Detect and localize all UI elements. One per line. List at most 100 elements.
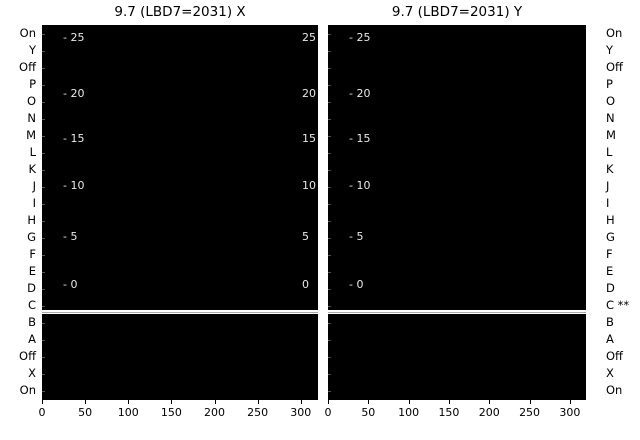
panel-divider-line-x (42, 312, 318, 313)
x-tick-mark-y-3 (448, 400, 450, 404)
row-label-left-17: B (28, 315, 36, 330)
row-label-left-0: On (19, 25, 36, 40)
x-tick-label-x-1: 50 (78, 406, 93, 419)
row-label-right-6: M (606, 127, 616, 142)
x-tick-mark-x-4 (214, 400, 216, 404)
x-tick-mark-x-6 (300, 400, 302, 404)
panel-title-y: 9.7 (LBD7=2031) Y (391, 4, 523, 20)
row-label-left-5: N (27, 110, 36, 125)
row-label-left-18: A (28, 332, 36, 347)
x-tick-label-x-4: 200 (204, 406, 225, 419)
row-tick (42, 34, 45, 35)
row-label-left-19: Off (19, 349, 36, 364)
row-tick (328, 187, 331, 188)
plot-area-x-sub[interactable] (42, 314, 318, 400)
row-tick (328, 102, 331, 103)
x-axis-right: 0 50 100 150 200 250 300 (325, 400, 586, 434)
row-tick (328, 391, 331, 392)
row-label-left-14: E (28, 264, 36, 279)
row-label-left-8: K (28, 161, 36, 176)
row-tick (42, 68, 45, 69)
inner-label-y-5: - 0 (349, 278, 364, 291)
row-tick (42, 204, 45, 205)
row-label-left-16: C (27, 298, 36, 313)
x-tick-mark-x-2 (128, 400, 130, 404)
row-label-right-14: E (606, 264, 614, 279)
x-tick-mark-x-0 (42, 400, 43, 404)
row-tick (328, 68, 331, 69)
inner-label-x-edge-5: 0 (302, 278, 309, 291)
plot-area-y-main[interactable] (328, 25, 586, 310)
row-label-left-6: M (26, 127, 36, 142)
row-label-right-19: Off (606, 349, 623, 364)
x-tick-label-y-6: 300 (559, 406, 581, 419)
row-tick (42, 340, 45, 341)
row-tick (42, 323, 45, 324)
row-label-left-20: X (28, 366, 36, 381)
row-label-right-5: N (606, 110, 615, 125)
row-label-right-4: O (606, 93, 616, 108)
inner-label-y-1: - 20 (349, 87, 371, 100)
x-tick-label-y-4: 200 (478, 406, 500, 419)
inner-label-y-3: - 10 (349, 179, 371, 192)
row-tick (42, 289, 45, 290)
row-tick (42, 255, 45, 256)
x-tick-label-y-5: 250 (519, 406, 541, 419)
row-label-left-7: L (29, 144, 36, 159)
row-label-left-1: Y (28, 42, 36, 57)
row-tick (42, 221, 45, 222)
row-tick (328, 357, 331, 358)
x-tick-label-y-1: 50 (361, 406, 376, 419)
row-tick (328, 85, 331, 86)
row-tick (328, 119, 331, 120)
row-label-left-15: D (27, 281, 36, 296)
x-tick-label-x-2: 100 (117, 406, 139, 419)
x-tick-label-y-3: 150 (438, 406, 460, 419)
x-tick-label-y-2: 100 (398, 406, 420, 419)
row-tick (328, 238, 331, 239)
x-tick-label-x-0: 0 (38, 406, 46, 419)
inner-label-x-edge-3: 10 (302, 179, 316, 192)
row-label-right-7: L (606, 144, 613, 159)
x-tick-label-x-5: 250 (247, 406, 269, 419)
row-tick (328, 51, 331, 52)
row-tick (42, 85, 45, 86)
row-tick (328, 34, 331, 35)
row-label-right-8: K (606, 161, 614, 176)
x-tick-mark-x-1 (85, 400, 87, 404)
inner-label-x-edge-4: 5 (302, 230, 309, 243)
row-tick (328, 340, 331, 341)
row-tick (328, 306, 331, 307)
inner-label-x-edge-2: 15 (302, 132, 316, 145)
plot-area-y-sub[interactable] (328, 314, 586, 400)
inner-label-x-1: - 20 (63, 87, 85, 100)
row-label-right-2: Off (606, 59, 623, 74)
row-label-right-10: I (606, 195, 610, 210)
row-tick (42, 357, 45, 358)
plot-area-x-main[interactable] (42, 25, 318, 310)
row-label-left-9: J (32, 178, 36, 193)
row-label-left-12: G (27, 230, 36, 245)
row-tick (328, 289, 331, 290)
row-tick (328, 170, 331, 171)
inner-label-x-3: - 10 (63, 179, 85, 192)
row-label-left-4: O (26, 93, 36, 108)
row-label-right-15: D (606, 281, 615, 296)
row-label-right-9: J (606, 178, 610, 193)
x-tick-label-x-3: 150 (160, 406, 182, 419)
inner-label-x-edge-0: 25 (302, 31, 316, 44)
x-tick-mark-x-5 (257, 400, 259, 404)
inner-label-x-5: - 0 (63, 278, 78, 291)
row-label-left-13: F (29, 247, 36, 262)
inner-label-x-edge-1: 20 (302, 87, 316, 100)
row-tick (328, 204, 331, 205)
row-label-right-13: F (606, 247, 613, 262)
row-tick (42, 136, 45, 137)
x-tick-mark-y-2 (408, 400, 410, 404)
row-tick (42, 391, 45, 392)
row-tick (328, 136, 331, 137)
row-label-right-16: C ** (606, 298, 630, 313)
x-axis-left: 0 50 100 150 200 250 300 (38, 400, 318, 434)
panel-title-x: 9.7 (LBD7=2031) X (114, 4, 246, 20)
